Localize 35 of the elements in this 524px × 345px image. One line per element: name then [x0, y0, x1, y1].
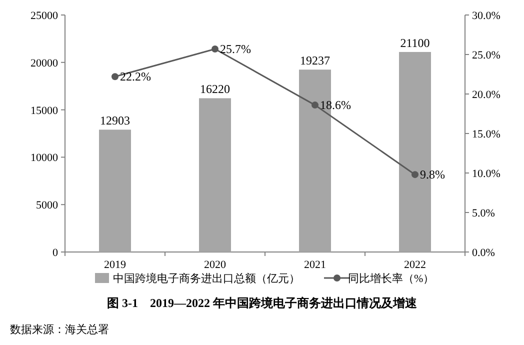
y2-tick-label: 15.0%	[472, 128, 500, 140]
y-tick-label: 15000	[30, 104, 58, 117]
source-note: 数据来源：海关总署	[10, 323, 109, 336]
point	[412, 171, 418, 178]
point	[212, 45, 218, 52]
x-tick-label: 2020	[204, 259, 226, 271]
data-label: 9.8%	[420, 168, 445, 182]
data-label: 16220	[200, 82, 230, 96]
y-tick-label: 0	[52, 247, 58, 259]
data-label: 21100	[400, 36, 430, 50]
point	[312, 102, 318, 109]
y2-tick-label: 10.0%	[472, 168, 500, 180]
text: 图 3-1 2019—2022 年中国跨境电子商务进出口情况及增速	[107, 296, 418, 310]
x-tick-label: 2019	[104, 259, 126, 271]
y-tick-label: 25000	[30, 10, 58, 22]
y2-tick-label: 25.0%	[472, 50, 500, 62]
legend-label: 同比增长率（%）	[348, 272, 434, 285]
y2-tick-label: 0.0%	[472, 247, 495, 259]
y2-tick-label: 30.0%	[472, 10, 500, 22]
x-tick-label: 2022	[404, 259, 426, 271]
y-tick-label: 20000	[30, 57, 58, 70]
data-label: 19237	[300, 54, 330, 68]
bar	[99, 130, 131, 252]
y2-tick-label: 5.0%	[472, 208, 495, 220]
bar	[199, 98, 231, 252]
y-tick-label: 10000	[30, 152, 58, 164]
data-label: 12903	[100, 114, 130, 128]
data-label: 18.6%	[320, 98, 351, 112]
y-tick-label: 5000	[36, 200, 58, 212]
data-label: 25.7%	[220, 42, 251, 56]
legend-label: 中国跨境电子商务进出口总额（亿元）	[113, 272, 300, 285]
point	[112, 73, 118, 80]
data-label: 22.2%	[120, 70, 151, 84]
y2-tick-label: 20.0%	[472, 89, 500, 101]
x-tick-label: 2021	[304, 259, 326, 271]
